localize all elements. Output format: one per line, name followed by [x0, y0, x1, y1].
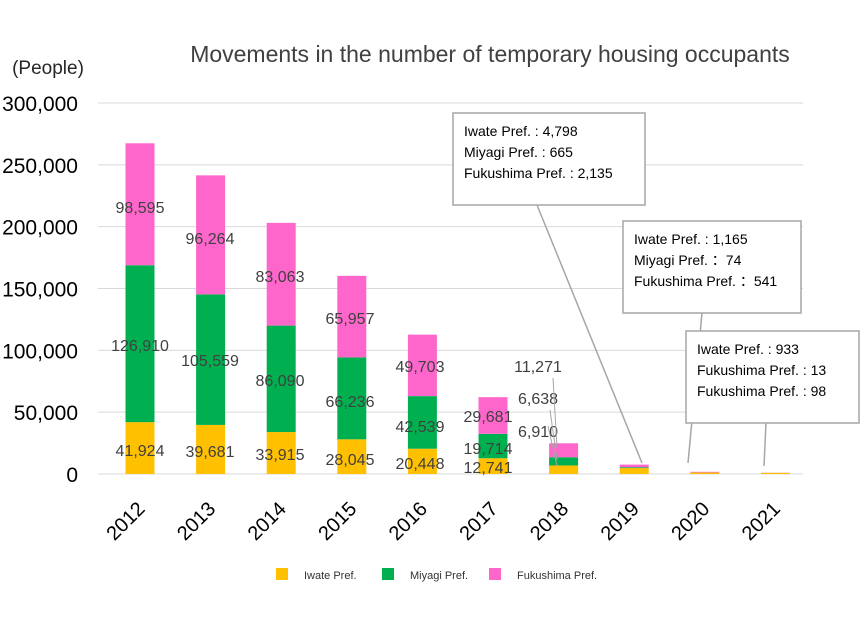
y-tick-label: 300,000	[2, 93, 78, 116]
x-tick-label: 2016	[385, 498, 432, 545]
callout-line: Fukushima Pref. : 98	[697, 383, 826, 399]
legend: Iwate Pref. Miyagi Pref. Fukushima Pref.	[276, 568, 597, 582]
y-tick-label: 50,000	[14, 402, 78, 425]
x-tick-label: 2015	[314, 498, 361, 545]
data-label: 28,045	[326, 452, 375, 469]
legend-swatch	[489, 568, 501, 580]
y-axis-unit-label: (People)	[12, 58, 84, 79]
chart-title: Movements in the number of temporary hou…	[190, 41, 790, 67]
bar-segment-2019-1	[619, 467, 649, 469]
bars	[125, 143, 790, 474]
data-label: 105,559	[181, 353, 239, 370]
y-tick-label: 0	[66, 464, 78, 487]
legend-swatch	[382, 568, 394, 580]
callout-line: Miyagi Pref. : 665	[464, 144, 573, 160]
data-label: 33,915	[256, 447, 305, 464]
bar-segment-2015-2	[337, 275, 367, 358]
bar-segment-2020-0	[690, 472, 720, 474]
bar-segment-2012-0	[125, 422, 155, 474]
data-label: 29,681	[464, 409, 513, 426]
y-tick-label: 200,000	[2, 217, 78, 240]
data-label: 83,063	[256, 269, 305, 286]
callout-line: Iwate Pref. : 1,165	[634, 231, 748, 247]
data-label: 6,638	[518, 391, 558, 408]
callout-line: Miyagi Pref. ：74	[634, 252, 742, 268]
callout-line: Iwate Pref. : 933	[697, 341, 799, 357]
legend-label: Miyagi Pref.	[410, 570, 468, 582]
leader-line	[549, 409, 558, 461]
legend-label: Fukushima Pref.	[517, 570, 597, 582]
callout-line: Fukushima Pref. : 13	[697, 362, 826, 378]
data-labels: 41,924 126,910 98,595 39,681 105,559 96,264 33…	[111, 200, 562, 477]
bar-segment-2013-0	[196, 424, 226, 474]
bar-segment-2012-2	[125, 143, 155, 266]
x-tick-label: 2018	[526, 498, 573, 545]
callout-line: Fukushima Pref. ：541	[634, 273, 777, 289]
bar-segment-2017-2	[478, 397, 508, 434]
bar-segment-2018-1	[549, 457, 579, 466]
y-tick-label: 150,000	[2, 279, 78, 302]
data-label: 86,090	[256, 373, 305, 390]
bar-segment-2019-0	[619, 468, 649, 474]
data-label: 98,595	[116, 200, 165, 217]
x-tick-label: 2013	[173, 498, 220, 545]
bar-segment-2021-0	[760, 472, 790, 474]
data-label: 66,236	[326, 394, 375, 411]
callout-leader	[763, 422, 767, 467]
x-tick-label: 2021	[738, 498, 785, 545]
data-label: 42,539	[396, 419, 445, 436]
data-label: 12,741	[464, 460, 513, 477]
bar-segment-2015-0	[337, 439, 367, 474]
bar-segment-2017-0	[478, 458, 508, 474]
data-label: 39,681	[186, 444, 235, 461]
callout-line: Fukushima Pref. : 2,135	[464, 165, 613, 181]
y-axis-ticks: 0 50,000 100,000 150,000 200,000 250,000 300,0…	[2, 93, 78, 487]
bar-segment-2014-1	[266, 325, 296, 433]
callout-box	[685, 330, 860, 424]
data-label: 49,703	[396, 359, 445, 376]
data-label: 19,714	[464, 441, 513, 458]
legend-label: Iwate Pref.	[304, 570, 357, 582]
callout-leader	[536, 204, 643, 464]
data-label: 96,264	[186, 231, 235, 248]
x-tick-label: 2014	[244, 498, 291, 545]
data-label: 20,448	[396, 456, 445, 473]
data-label: 65,957	[326, 311, 375, 328]
callout-box	[622, 220, 802, 314]
bar-segment-2017-1	[478, 433, 508, 459]
bar-segment-2016-2	[407, 334, 437, 397]
bar-segment-2013-1	[196, 294, 226, 425]
callout-box	[452, 112, 646, 206]
x-tick-label: 2012	[103, 498, 150, 545]
bar-segment-2016-0	[407, 448, 437, 474]
bar-segment-2019-2	[619, 464, 649, 468]
bar-segment-2012-1	[125, 265, 155, 423]
x-tick-label: 2019	[597, 498, 644, 545]
x-axis-ticks: 2012 2013 2014 2015 2016 2017 2018 2019 2020 2021	[103, 498, 785, 545]
callouts: Iwate Pref. : 4,798 Miyagi Pref. : 665 Fuk…	[452, 112, 860, 467]
x-tick-label: 2017	[456, 498, 503, 545]
bar-segment-2020-2	[690, 471, 720, 473]
legend-swatch	[276, 568, 288, 580]
bar-segment-2016-1	[407, 396, 437, 449]
data-label: 126,910	[111, 338, 169, 355]
bar-segment-2014-0	[266, 432, 296, 474]
bar-segment-2015-1	[337, 357, 367, 440]
leader-line	[547, 425, 558, 467]
y-tick-label: 100,000	[2, 340, 78, 363]
x-tick-label: 2020	[667, 498, 714, 545]
bar-segment-2013-2	[196, 175, 226, 295]
bar-segment-2018-0	[549, 465, 579, 474]
data-label: 11,271	[514, 359, 562, 376]
callout-line: Iwate Pref. : 4,798	[464, 123, 578, 139]
leader-line	[552, 377, 558, 449]
data-label: 41,924	[116, 443, 165, 460]
bar-segment-2014-2	[266, 222, 296, 326]
y-tick-label: 250,000	[2, 155, 78, 178]
